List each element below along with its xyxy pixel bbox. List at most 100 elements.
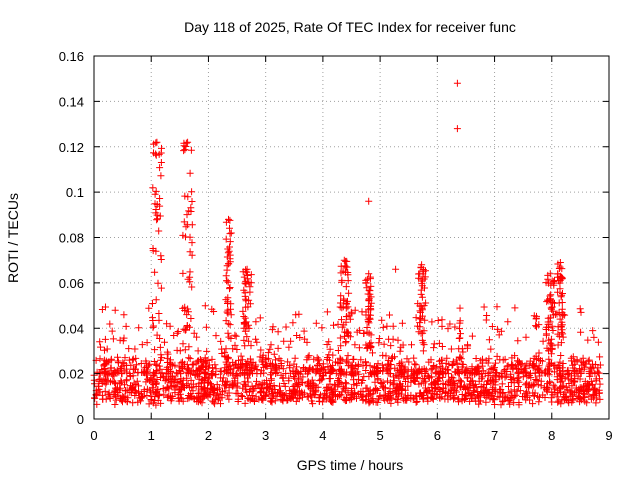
data-point xyxy=(353,368,361,376)
data-point xyxy=(292,388,300,396)
data-point xyxy=(221,352,229,360)
data-point xyxy=(126,388,134,396)
data-point xyxy=(365,197,373,205)
data-point xyxy=(138,341,146,349)
data-point xyxy=(458,378,465,386)
data-point xyxy=(340,321,348,329)
data-point xyxy=(243,265,251,273)
data-point xyxy=(233,384,241,392)
data-point xyxy=(227,365,235,373)
data-point xyxy=(371,378,379,386)
data-point xyxy=(446,381,454,389)
data-point xyxy=(363,284,371,292)
data-point xyxy=(557,323,565,331)
data-point xyxy=(558,396,566,404)
data-point xyxy=(227,335,235,342)
data-point xyxy=(149,300,156,307)
data-point xyxy=(385,390,393,398)
data-point xyxy=(160,391,168,399)
data-point xyxy=(266,345,274,353)
data-point xyxy=(554,398,562,406)
data-point xyxy=(403,395,411,402)
data-point xyxy=(291,354,299,362)
data-point xyxy=(186,169,194,177)
data-point xyxy=(259,351,267,359)
data-point xyxy=(242,361,250,369)
data-point xyxy=(154,396,162,404)
data-point xyxy=(347,391,355,399)
data-point xyxy=(313,354,321,362)
data-point xyxy=(384,377,391,385)
data-point xyxy=(231,341,239,349)
data-point xyxy=(177,370,184,378)
data-point xyxy=(423,394,431,402)
data-point xyxy=(456,304,464,312)
data-point xyxy=(248,363,256,371)
data-point xyxy=(280,380,288,387)
data-point xyxy=(181,146,189,154)
x-tick-label: 4 xyxy=(319,428,326,443)
x-tick-label: 3 xyxy=(262,428,269,443)
data-point xyxy=(531,392,538,400)
data-point xyxy=(303,338,311,346)
data-point xyxy=(357,356,365,364)
data-point xyxy=(326,370,334,377)
data-point xyxy=(241,279,249,287)
x-axis-label: GPS time / hours xyxy=(297,457,404,473)
data-point xyxy=(376,393,384,401)
data-point xyxy=(371,386,379,394)
data-point xyxy=(456,319,464,327)
data-point xyxy=(419,312,426,320)
data-point xyxy=(330,386,338,394)
data-point xyxy=(576,305,584,313)
data-point xyxy=(181,326,189,334)
data-point xyxy=(504,318,512,326)
data-point xyxy=(336,334,344,342)
data-point xyxy=(209,397,216,405)
data-point xyxy=(261,392,269,399)
data-point xyxy=(445,376,453,384)
data-point xyxy=(219,374,227,382)
data-point xyxy=(111,306,119,314)
data-point xyxy=(130,379,138,387)
data-point xyxy=(418,293,426,301)
data-point xyxy=(381,384,389,392)
data-point xyxy=(239,307,247,315)
data-point xyxy=(386,393,394,401)
data-point xyxy=(241,399,249,407)
data-point xyxy=(157,159,165,166)
data-point xyxy=(432,384,440,392)
data-point xyxy=(509,365,517,373)
data-point xyxy=(269,360,276,368)
data-point xyxy=(479,367,487,375)
data-point xyxy=(590,333,598,341)
data-point xyxy=(535,354,543,362)
data-point xyxy=(542,331,550,339)
data-point xyxy=(288,390,295,397)
data-point xyxy=(299,379,307,387)
data-point xyxy=(490,378,498,386)
data-point xyxy=(383,322,391,330)
data-point xyxy=(582,385,590,393)
data-point xyxy=(312,319,320,327)
data-point xyxy=(463,365,471,373)
data-point xyxy=(557,339,565,347)
data-point xyxy=(522,333,530,341)
data-point xyxy=(378,316,386,324)
data-point xyxy=(417,379,425,387)
data-point xyxy=(342,283,350,291)
data-point xyxy=(516,387,524,395)
data-point xyxy=(498,380,506,388)
data-point xyxy=(453,79,461,87)
data-point xyxy=(153,367,161,374)
data-point xyxy=(444,395,452,403)
y-tick-label: 0.14 xyxy=(59,94,84,109)
data-point xyxy=(207,384,215,392)
data-point xyxy=(549,391,557,399)
data-point xyxy=(254,382,262,390)
data-point xyxy=(446,320,454,328)
data-point xyxy=(416,319,424,327)
data-point xyxy=(438,322,446,330)
data-point xyxy=(545,279,553,287)
data-point xyxy=(122,362,130,369)
